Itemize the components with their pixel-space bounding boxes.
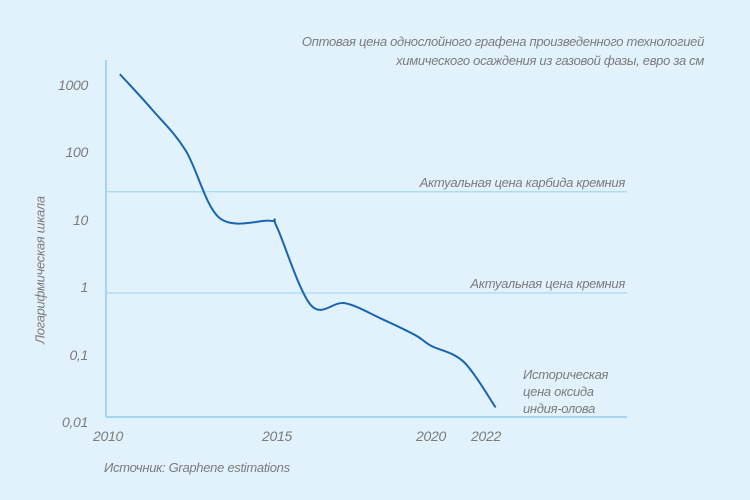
x-tick-label: 2020: [416, 428, 446, 444]
series-line-graphene: [119, 73, 497, 409]
y-tick-label: 1000: [58, 77, 88, 93]
x-tick-label: 2015: [262, 428, 292, 444]
chart-title-line: химического осаждения из газовой фазы, е…: [396, 53, 704, 68]
annotation-line: цена оксида: [523, 384, 594, 399]
annotation-ito: Историческая цена оксида индия-олова: [523, 366, 609, 417]
y-tick-label: 0,1: [69, 346, 88, 363]
chart-title: Оптовая цена однослойного графена произв…: [302, 32, 704, 70]
x-tick-label: 2022: [471, 428, 501, 444]
reference-line-label: Актуальная цена кремния: [470, 275, 625, 291]
y-tick-label: 0,01: [61, 414, 88, 430]
reference-line-label: Актуальная цена карбида кремния: [419, 174, 626, 190]
y-tick-label: 10: [73, 211, 88, 228]
x-tick-label: 2010: [93, 428, 123, 444]
y-tick-label: 1: [80, 279, 89, 296]
annotation-line: Историческая: [523, 367, 609, 382]
source-note: Источник: Graphene estimations: [104, 460, 290, 475]
chart-title-line: Оптовая цена однослойного графена произв…: [301, 34, 704, 49]
annotation-line: индия-олова: [523, 401, 596, 416]
y-tick-label: 100: [65, 144, 89, 161]
